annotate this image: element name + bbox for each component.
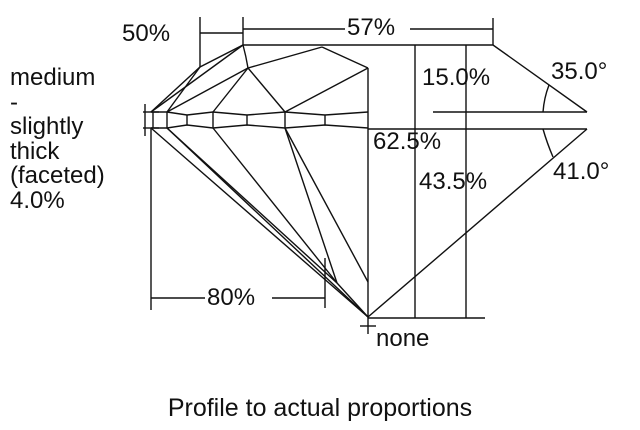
label-culet: none	[376, 325, 430, 352]
crosshair-girdle	[143, 104, 159, 136]
girdle-line: medium	[10, 64, 96, 91]
label-crown-angle: 35.0°	[551, 58, 608, 85]
girdle-line: thick	[10, 137, 60, 165]
girdle-line: slightly	[10, 113, 84, 140]
girdle-line: 4.0%	[10, 186, 65, 214]
label-crown-height: 15.0%	[422, 64, 491, 91]
label-lower-half: 80%	[207, 284, 256, 311]
label-total-depth: 62.5%	[373, 128, 442, 155]
girdle-line: (faceted)	[10, 162, 105, 189]
label-pavilion-angle: 41.0°	[553, 158, 610, 185]
crown-outline	[150, 44, 588, 113]
label-50-percent: 50%	[122, 20, 171, 47]
girdle-line: -	[10, 88, 18, 116]
crosshair-culet	[360, 317, 376, 334]
dimension-lines	[150, 17, 554, 319]
caption: Profile to actual proportions	[167, 394, 473, 422]
label-pavilion-depth: 43.5%	[419, 168, 488, 195]
label-table: 57%	[347, 14, 396, 41]
girdle	[151, 111, 587, 130]
girdle-description: medium - slightly thick (faceted) 4.0%	[10, 64, 105, 214]
pavilion-outline	[150, 68, 588, 318]
